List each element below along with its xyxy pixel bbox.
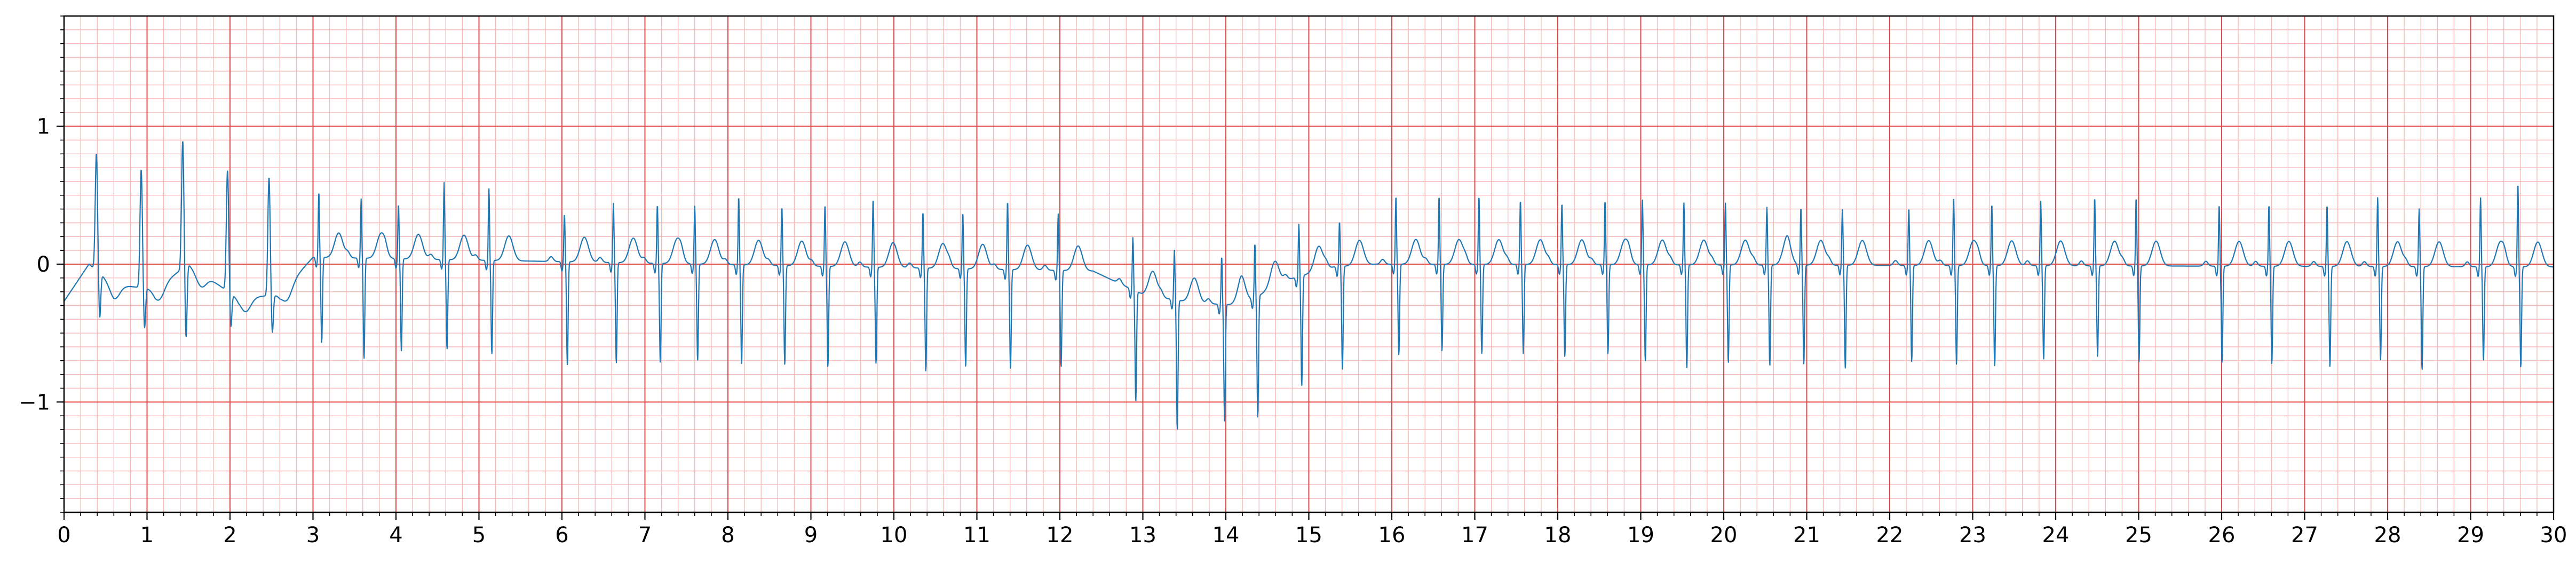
x-tick-label: 15 xyxy=(1295,523,1322,548)
x-tick-label: 18 xyxy=(1544,523,1572,548)
x-tick-label: 23 xyxy=(1959,523,1986,548)
x-tick-label: 25 xyxy=(2125,523,2152,548)
x-tick-label: 24 xyxy=(2042,523,2070,548)
x-tick-label: 26 xyxy=(2208,523,2236,548)
x-tick-label: 14 xyxy=(1212,523,1240,548)
major-grid xyxy=(64,16,2554,512)
x-tick-label: 13 xyxy=(1129,523,1156,548)
x-tick-label: 3 xyxy=(306,523,320,548)
x-tick-label: 2 xyxy=(223,523,236,548)
x-tick-label: 17 xyxy=(1461,523,1488,548)
x-tick-label: 6 xyxy=(555,523,568,548)
x-tick-label: 11 xyxy=(963,523,990,548)
y-tick-label: 0 xyxy=(37,252,50,277)
x-tick-label: 5 xyxy=(472,523,486,548)
y-tick-label: 1 xyxy=(37,115,50,139)
x-tick-label: 21 xyxy=(1793,523,1820,548)
x-tick-label: 27 xyxy=(2291,523,2318,548)
x-tick-label: 16 xyxy=(1378,523,1406,548)
x-tick-label: 10 xyxy=(881,523,908,548)
x-tick-label: 1 xyxy=(140,523,154,548)
x-axis: 0 1 2 3 4 5 6 7 8 9 10 11 12 13 14 15 16 17 18 19 20 21 22 23 24… xyxy=(57,512,2567,548)
x-tick-label: 30 xyxy=(2540,523,2567,548)
y-tick-label: −1 xyxy=(19,390,50,415)
x-tick-label: 19 xyxy=(1627,523,1654,548)
x-tick-label: 20 xyxy=(1710,523,1738,548)
x-tick-label: 0 xyxy=(57,523,70,548)
x-tick-label: 12 xyxy=(1047,523,1074,548)
x-tick-label: 28 xyxy=(2374,523,2401,548)
x-tick-label: 29 xyxy=(2457,523,2484,548)
x-tick-label: 8 xyxy=(721,523,734,548)
x-tick-label: 7 xyxy=(638,523,652,548)
y-axis: −1 0 1 xyxy=(19,15,64,513)
x-tick-label: 9 xyxy=(804,523,818,548)
ecg-trace xyxy=(64,141,2554,430)
x-tick-label: 22 xyxy=(1876,523,1904,548)
x-tick-label: 4 xyxy=(389,523,402,548)
